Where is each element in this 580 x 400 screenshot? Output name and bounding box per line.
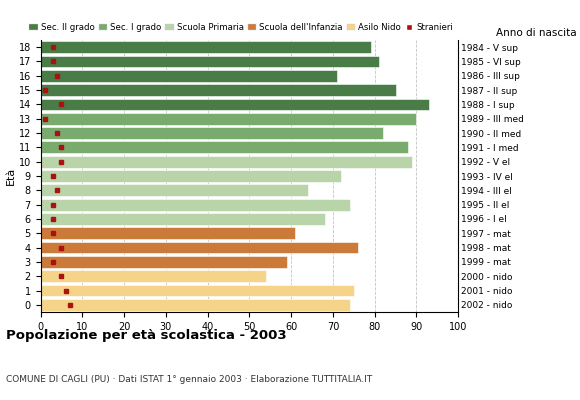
Bar [41,113,416,125]
Bar [41,56,379,67]
Bar [41,184,308,196]
Bar [41,242,358,254]
Bar [41,299,350,311]
Bar [41,84,396,96]
Bar [41,156,412,168]
Text: Popolazione per età scolastica - 2003: Popolazione per età scolastica - 2003 [6,329,287,342]
Bar [41,213,325,225]
Text: Anno di nascita: Anno di nascita [496,28,577,38]
Bar [41,270,266,282]
Bar [41,170,341,182]
Text: COMUNE DI CAGLI (PU) · Dati ISTAT 1° gennaio 2003 · Elaborazione TUTTITALIA.IT: COMUNE DI CAGLI (PU) · Dati ISTAT 1° gen… [6,375,372,384]
Y-axis label: Età: Età [6,167,16,185]
Bar [41,127,383,139]
Bar [41,256,287,268]
Bar [41,41,371,53]
Bar [41,70,337,82]
Bar [41,285,354,296]
Legend: Sec. II grado, Sec. I grado, Scuola Primaria, Scuola dell'Infanzia, Asilo Nido, : Sec. II grado, Sec. I grado, Scuola Prim… [28,22,454,33]
Bar [41,227,295,239]
Bar [41,142,408,153]
Bar [41,199,350,210]
Bar [41,98,429,110]
